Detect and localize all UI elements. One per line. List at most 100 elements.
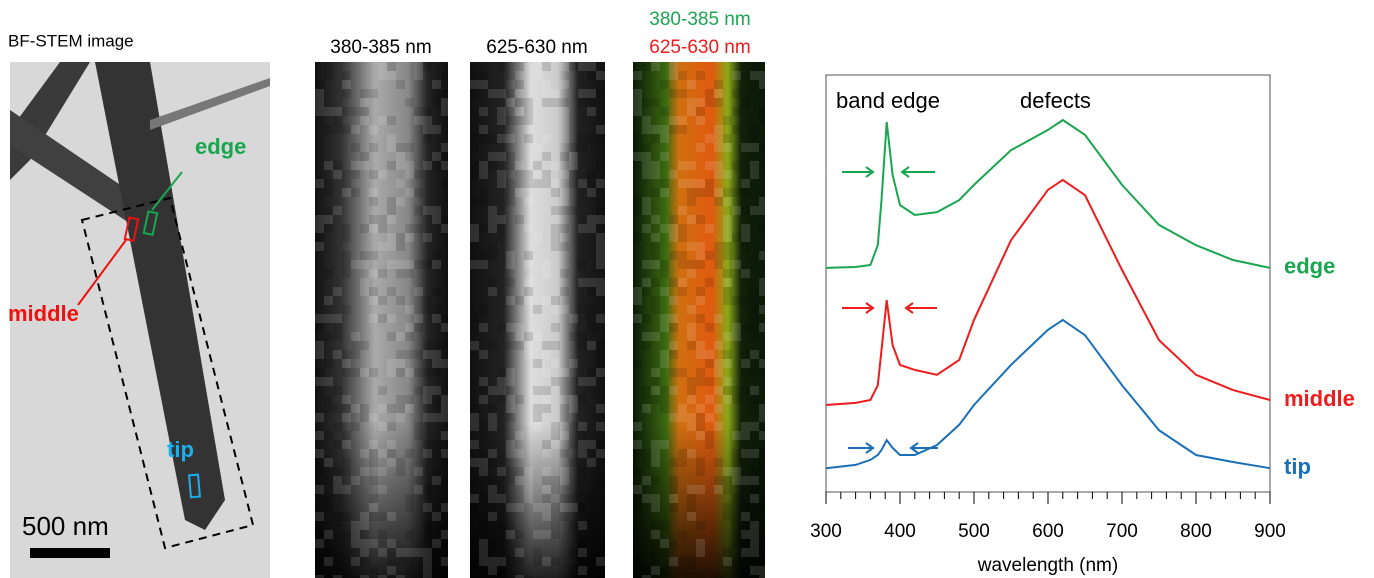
noise-pixel <box>378 404 387 413</box>
noise-pixel <box>759 305 765 314</box>
noise-pixel <box>633 503 642 512</box>
noise-pixel <box>578 566 587 575</box>
noise-pixel <box>387 422 396 431</box>
noise-pixel <box>687 503 696 512</box>
noise-pixel <box>479 548 488 557</box>
noise-pixel <box>696 341 705 350</box>
noise-pixel <box>714 314 723 323</box>
noise-pixel <box>378 224 387 233</box>
noise-pixel <box>551 188 560 197</box>
region-marker <box>187 473 202 499</box>
noise-pixel <box>378 512 387 521</box>
noise-pixel <box>750 566 759 575</box>
noise-pixel <box>578 341 587 350</box>
noise-pixel <box>669 503 678 512</box>
noise-pixel <box>414 116 423 125</box>
noise-pixel <box>660 395 669 404</box>
noise-pixel <box>714 89 723 98</box>
noise-pixel <box>732 449 741 458</box>
noise-pixel <box>669 323 678 332</box>
noise-pixel <box>705 188 714 197</box>
noise-pixel <box>633 71 642 80</box>
noise-pixel <box>732 494 741 503</box>
noise-pixel <box>506 197 515 206</box>
noise-pixel <box>479 521 488 530</box>
noise-pixel <box>633 197 642 206</box>
noise-pixel <box>396 161 405 170</box>
noise-pixel <box>423 107 432 116</box>
noise-pixel <box>732 161 741 170</box>
noise-pixel <box>369 287 378 296</box>
noise-pixel <box>696 251 705 260</box>
noise-pixel <box>696 539 705 548</box>
noise-pixel <box>714 161 723 170</box>
noise-pixel <box>651 566 660 575</box>
annotation: band edge <box>836 88 940 113</box>
noise-pixel <box>387 548 396 557</box>
noise-pixel <box>723 386 732 395</box>
noise-pixel <box>423 548 432 557</box>
noise-pixel <box>569 494 578 503</box>
noise-pixel <box>569 521 578 530</box>
panel-title: BF-STEM image <box>8 31 134 50</box>
noise-pixel <box>560 377 569 386</box>
noise-pixel <box>732 458 741 467</box>
noise-pixel <box>687 323 696 332</box>
noise-pixel <box>759 557 765 566</box>
noise-pixel <box>441 107 448 116</box>
noise-pixel <box>578 278 587 287</box>
noise-pixel <box>414 71 423 80</box>
noise-pixel <box>351 170 360 179</box>
noise-pixel <box>705 224 714 233</box>
noise-pixel <box>723 350 732 359</box>
noise-pixel <box>405 503 414 512</box>
noise-pixel <box>551 98 560 107</box>
noise-pixel <box>441 503 448 512</box>
noise-pixel <box>479 422 488 431</box>
noise-pixel <box>696 287 705 296</box>
noise-pixel <box>660 179 669 188</box>
noise-pixel <box>533 179 542 188</box>
noise-pixel <box>414 422 423 431</box>
noise-pixel <box>315 575 324 578</box>
plot-frame <box>825 74 1271 493</box>
noise-pixel <box>596 422 605 431</box>
noise-pixel <box>470 224 479 233</box>
noise-pixel <box>723 242 732 251</box>
noise-pixel <box>423 62 432 71</box>
noise-pixel <box>542 98 551 107</box>
noise-pixel <box>587 368 596 377</box>
map-shade <box>470 62 605 578</box>
noise-pixel <box>723 143 732 152</box>
noise-pixel <box>515 503 524 512</box>
noise-pixel <box>470 161 479 170</box>
noise-pixel <box>551 206 560 215</box>
noise-pixel <box>669 89 678 98</box>
noise-pixel <box>687 98 696 107</box>
noise-pixel <box>387 566 396 575</box>
noise-pixel <box>333 476 342 485</box>
noise-pixel <box>515 89 524 98</box>
noise-pixel <box>533 386 542 395</box>
noise-pixel <box>678 179 687 188</box>
noise-pixel <box>542 557 551 566</box>
noise-pixel <box>578 467 587 476</box>
noise-pixel <box>596 251 605 260</box>
noise-pixel <box>423 575 432 578</box>
noise-pixel <box>551 233 560 242</box>
noise-pixel <box>360 152 369 161</box>
noise-pixel <box>497 152 506 161</box>
noise-pixel <box>432 89 441 98</box>
noise-pixel <box>651 98 660 107</box>
noise-pixel <box>741 179 750 188</box>
leader-line <box>77 239 127 306</box>
noise-pixel <box>488 404 497 413</box>
noise-pixel <box>750 161 759 170</box>
noise-pixel <box>551 440 560 449</box>
noise-pixel <box>651 440 660 449</box>
noise-pixel <box>587 287 596 296</box>
noise-pixel <box>578 98 587 107</box>
noise-pixel <box>714 242 723 251</box>
noise-pixel <box>723 377 732 386</box>
noise-pixel <box>515 476 524 485</box>
